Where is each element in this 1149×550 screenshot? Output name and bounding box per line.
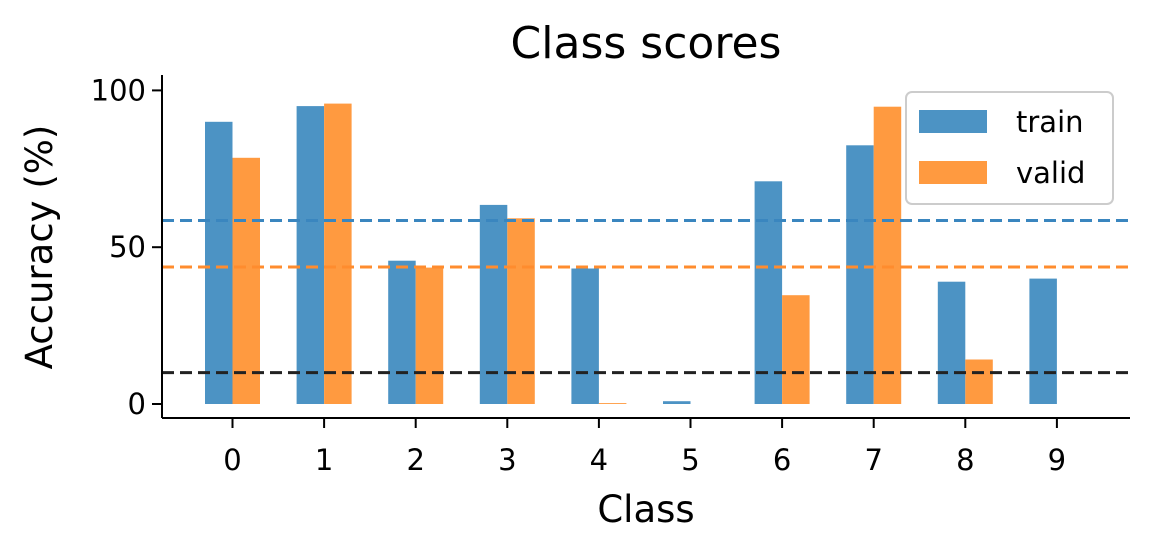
chart-title: Class scores bbox=[511, 18, 782, 69]
x-tick-label-8: 8 bbox=[956, 443, 974, 477]
bar-valid-4 bbox=[598, 403, 627, 404]
legend-swatch-train bbox=[919, 110, 987, 133]
y-tick-label-50: 50 bbox=[109, 230, 146, 264]
bar-train-9 bbox=[1029, 278, 1057, 404]
y-tick-label-100: 100 bbox=[91, 73, 146, 107]
y-axis-label: Accuracy (%) bbox=[18, 125, 61, 370]
x-tick-label-9: 9 bbox=[1048, 443, 1066, 477]
bar-train-7 bbox=[846, 145, 874, 405]
x-tick-label-2: 2 bbox=[406, 443, 424, 477]
bar-valid-6 bbox=[782, 295, 810, 404]
x-ticks: 0 1 2 3 4 5 6 7 8 9 bbox=[223, 418, 1066, 477]
bar-train-1 bbox=[296, 106, 325, 404]
legend-swatch-valid bbox=[919, 161, 987, 184]
x-tick-label-1: 1 bbox=[315, 443, 333, 477]
bar-train-6 bbox=[754, 181, 783, 404]
bar-valid-3 bbox=[507, 218, 535, 404]
legend-items: train valid bbox=[919, 105, 1085, 190]
y-tick-label-0: 0 bbox=[128, 387, 146, 421]
bars bbox=[205, 103, 1057, 405]
x-axis-label: Class bbox=[597, 488, 694, 531]
bar-train-8 bbox=[937, 281, 966, 404]
bar-valid-8 bbox=[965, 359, 993, 404]
plot-area: 0 50 100 0 1 2 3 4 5 6 7 8 9 bbox=[91, 73, 1130, 477]
x-tick-label-5: 5 bbox=[681, 443, 699, 477]
bar-train-5 bbox=[663, 401, 691, 404]
x-tick-label-7: 7 bbox=[864, 443, 882, 477]
bar-train-0 bbox=[205, 121, 233, 405]
legend-label-train: train bbox=[1016, 105, 1084, 139]
bar-train-4 bbox=[571, 268, 599, 404]
x-tick-label-4: 4 bbox=[590, 443, 608, 477]
x-tick-label-0: 0 bbox=[223, 443, 241, 477]
bar-valid-0 bbox=[232, 157, 260, 404]
bar-valid-2 bbox=[415, 267, 444, 404]
x-tick-label-3: 3 bbox=[498, 443, 516, 477]
legend: train valid bbox=[905, 91, 1114, 205]
x-tick-label-6: 6 bbox=[773, 443, 791, 477]
y-ticks: 0 50 100 bbox=[91, 73, 162, 421]
legend-label-valid: valid bbox=[1016, 156, 1085, 190]
bar-train-3 bbox=[479, 204, 508, 404]
bar-valid-7 bbox=[873, 106, 902, 404]
bar-train-2 bbox=[388, 260, 416, 404]
bar-valid-1 bbox=[324, 103, 352, 404]
